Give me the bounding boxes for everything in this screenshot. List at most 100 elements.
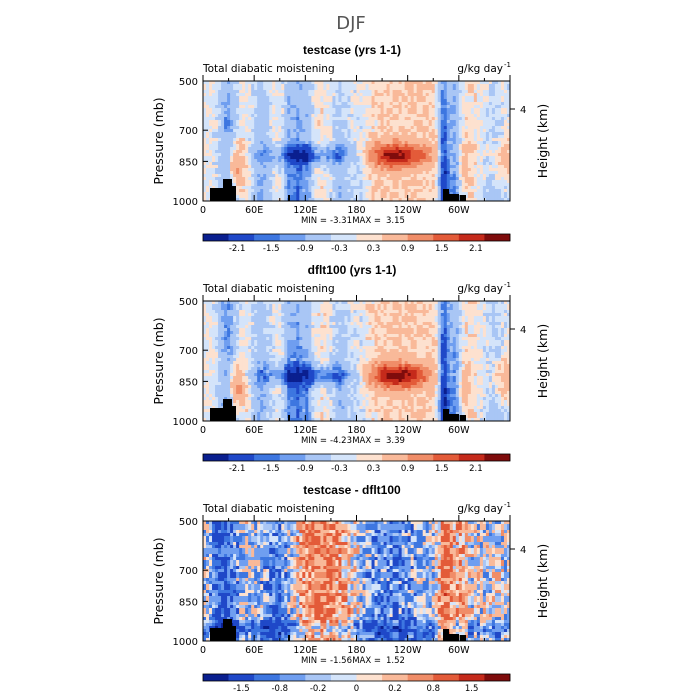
contour-cell [494, 123, 499, 127]
contour-cell [227, 307, 231, 311]
contour-cell [239, 391, 243, 395]
contour-cell [476, 138, 481, 142]
contour-cell [314, 129, 318, 133]
contour-cell [353, 120, 357, 124]
contour-cell [230, 99, 234, 103]
contour-cell [305, 84, 309, 88]
contour-cell [395, 96, 400, 100]
contour-cell [347, 90, 351, 94]
contour-cell [302, 153, 306, 157]
contour-cell [269, 123, 273, 127]
contour-cell [437, 168, 442, 172]
contour-cell [272, 168, 276, 172]
contour-cell [410, 183, 415, 187]
contour-cell [404, 177, 409, 181]
contour-cell [335, 195, 339, 199]
contour-cell [209, 87, 213, 91]
contour-cell [248, 141, 252, 145]
contour-cell [398, 177, 403, 181]
contour-cell [425, 99, 430, 103]
contour-cell [224, 313, 228, 317]
contour-cell [431, 114, 436, 118]
contour-cell [239, 361, 243, 365]
contour-cell [356, 198, 360, 202]
contour-cell [218, 171, 222, 175]
contour-cell [506, 108, 511, 112]
contour-cell [479, 147, 484, 151]
contour-cell [260, 307, 264, 311]
contour-cell [233, 117, 237, 121]
contour-cell [434, 171, 439, 175]
contour-cell [287, 189, 291, 193]
contour-cell [203, 379, 207, 383]
contour-cell [467, 123, 472, 127]
contour-cell [260, 385, 264, 389]
contour-cell [245, 406, 249, 410]
contour-cell [227, 87, 231, 91]
contour-cell [485, 105, 490, 109]
contour-cell [260, 352, 264, 356]
contour-cell [203, 111, 207, 115]
contour-cell [383, 135, 387, 139]
contour-cell [239, 397, 243, 401]
contour-cell [422, 162, 427, 166]
contour-cell [503, 177, 508, 181]
contour-cell [407, 192, 412, 196]
contour-cell [251, 195, 255, 199]
contour-cell [386, 87, 391, 91]
contour-cell [320, 99, 324, 103]
contour-cell [332, 186, 336, 190]
contour-cell [422, 111, 427, 115]
contour-cell [233, 129, 237, 133]
contour-cell [503, 147, 508, 151]
contour-cell [230, 370, 234, 374]
contour-cell [332, 132, 336, 136]
contour-cell [374, 123, 378, 127]
contour-cell [383, 126, 387, 130]
contour-cell [218, 87, 222, 91]
contour-cell [464, 93, 469, 97]
contour-cell [416, 123, 421, 127]
contour-cell [467, 102, 472, 106]
contour-cell [386, 93, 391, 97]
contour-cell [377, 159, 381, 163]
contour-cell [245, 352, 249, 356]
contour-cell [437, 84, 442, 88]
contour-cell [308, 156, 312, 160]
contour-cell [323, 135, 327, 139]
contour-cell [302, 114, 306, 118]
contour-cell [308, 144, 312, 148]
contour-cell [455, 153, 460, 157]
contour-cell [407, 138, 412, 142]
contour-cell [248, 355, 252, 359]
contour-cell [467, 81, 472, 85]
contour-cell [497, 114, 502, 118]
contour-cell [311, 138, 315, 142]
contour-cell [233, 310, 237, 314]
contour-cell [221, 406, 225, 410]
contour-cell [422, 81, 427, 85]
contour-cell [299, 93, 303, 97]
contour-cell [293, 165, 297, 169]
colorbar-swatch [458, 234, 485, 241]
contour-cell [356, 144, 360, 148]
contour-cell [239, 313, 243, 317]
contour-cell [449, 189, 454, 193]
contour-cell [356, 120, 360, 124]
contour-cell [485, 114, 490, 118]
contour-cell [452, 90, 457, 94]
contour-cell [260, 316, 264, 320]
contour-cell [329, 177, 333, 181]
contour-cell [221, 186, 225, 190]
contour-cell [365, 174, 369, 178]
contour-cell [347, 198, 351, 202]
contour-cell [320, 141, 324, 145]
contour-cell [260, 126, 264, 130]
contour-cell [374, 180, 378, 184]
contour-cell [440, 90, 445, 94]
contour-cell [461, 159, 466, 163]
contour-cell [296, 186, 300, 190]
contour-cell [218, 153, 222, 157]
contour-cell [224, 304, 228, 308]
right-string: g/kg day [457, 283, 503, 295]
